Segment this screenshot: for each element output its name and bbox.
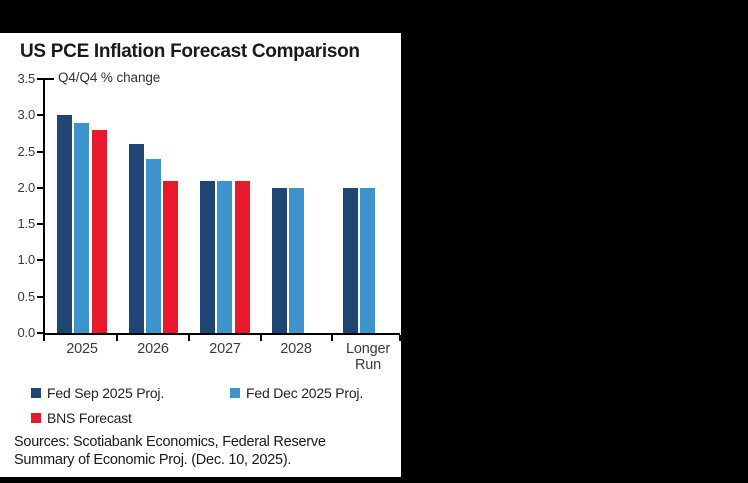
x-axis-category-label: 2028 xyxy=(280,341,312,357)
bar-2027-s0 xyxy=(200,181,215,333)
bar-2026-s2 xyxy=(163,181,178,333)
x-axis-tick xyxy=(260,335,262,341)
x-axis-category-label: 2027 xyxy=(209,341,241,357)
x-axis-tick xyxy=(116,335,118,341)
x-axis-category-label: 2025 xyxy=(66,341,98,357)
legend-label-bns: BNS Forecast xyxy=(47,410,132,426)
bar-2026-s0 xyxy=(129,144,144,333)
bar-2025-s2 xyxy=(92,130,107,333)
x-axis-tick xyxy=(43,335,45,341)
source-line-1: Sources: Scotiabank Economics, Federal R… xyxy=(14,434,326,450)
bar-2028-s1 xyxy=(289,188,304,333)
source-note: Sources: Scotiabank Economics, Federal R… xyxy=(14,434,326,470)
y-axis-tick xyxy=(37,223,44,225)
x-axis-tick xyxy=(188,335,190,341)
y-axis-tick xyxy=(37,296,44,298)
legend-label-fed-sep: Fed Sep 2025 Proj. xyxy=(47,385,165,401)
bar-2027-s2 xyxy=(235,181,250,333)
chart-panel: US PCE Inflation Forecast Comparison Q4/… xyxy=(0,33,401,477)
bar-2025-s0 xyxy=(57,115,72,333)
y-axis-tick-label: 0.5 xyxy=(17,289,36,304)
x-axis-category-label: 2026 xyxy=(137,341,169,357)
y-axis-tick xyxy=(37,187,44,189)
y-axis-tick-label: 1.0 xyxy=(17,252,36,267)
x-axis-line xyxy=(43,333,400,335)
bar-2028-s0 xyxy=(272,188,287,333)
legend-item-fed-sep: Fed Sep 2025 Proj. xyxy=(31,385,164,401)
chart-title: US PCE Inflation Forecast Comparison xyxy=(20,41,360,62)
y-axis-tick-label: 2.5 xyxy=(17,144,36,159)
legend-swatch-bns-icon xyxy=(31,413,41,423)
y-axis-top-cap xyxy=(37,78,54,80)
y-axis-tick xyxy=(37,151,44,153)
bar-longer-run-s0 xyxy=(343,188,358,333)
bar-2026-s1 xyxy=(146,159,161,333)
legend-item-bns: BNS Forecast xyxy=(31,410,132,426)
y-axis-tick xyxy=(37,332,44,334)
x-axis-tick xyxy=(399,335,401,341)
x-axis-category-label: Longer Run xyxy=(346,341,390,374)
y-axis-tick xyxy=(37,78,44,80)
legend-label-fed-dec: Fed Dec 2025 Proj. xyxy=(246,385,364,401)
plot-area: 3.5 3.0 2.5 2.0 1.5 1.0 0.5 0.0 2025 2026 2027 2028… xyxy=(0,33,401,477)
y-axis-unit-label: Q4/Q4 % change xyxy=(58,70,161,85)
legend-swatch-fed-sep-icon xyxy=(31,388,41,398)
y-axis-line xyxy=(43,78,45,334)
y-axis-tick-label: 3.5 xyxy=(17,71,36,86)
y-axis-tick-label: 3.0 xyxy=(17,107,36,122)
x-axis-tick xyxy=(331,335,333,341)
source-line-2: Summary of Economic Proj. (Dec. 10, 2025… xyxy=(14,451,292,468)
y-axis-tick xyxy=(37,259,44,261)
legend-swatch-fed-dec-icon xyxy=(230,388,240,398)
bar-longer-run-s1 xyxy=(360,188,375,333)
y-axis-tick-label: 1.5 xyxy=(17,216,36,231)
bar-2025-s1 xyxy=(74,123,89,333)
y-axis-tick-label: 2.0 xyxy=(17,180,36,195)
legend-item-fed-dec: Fed Dec 2025 Proj. xyxy=(230,385,363,401)
bar-2027-s1 xyxy=(217,181,232,333)
y-axis-tick xyxy=(37,114,44,116)
y-axis-tick-label: 0.0 xyxy=(17,325,36,340)
